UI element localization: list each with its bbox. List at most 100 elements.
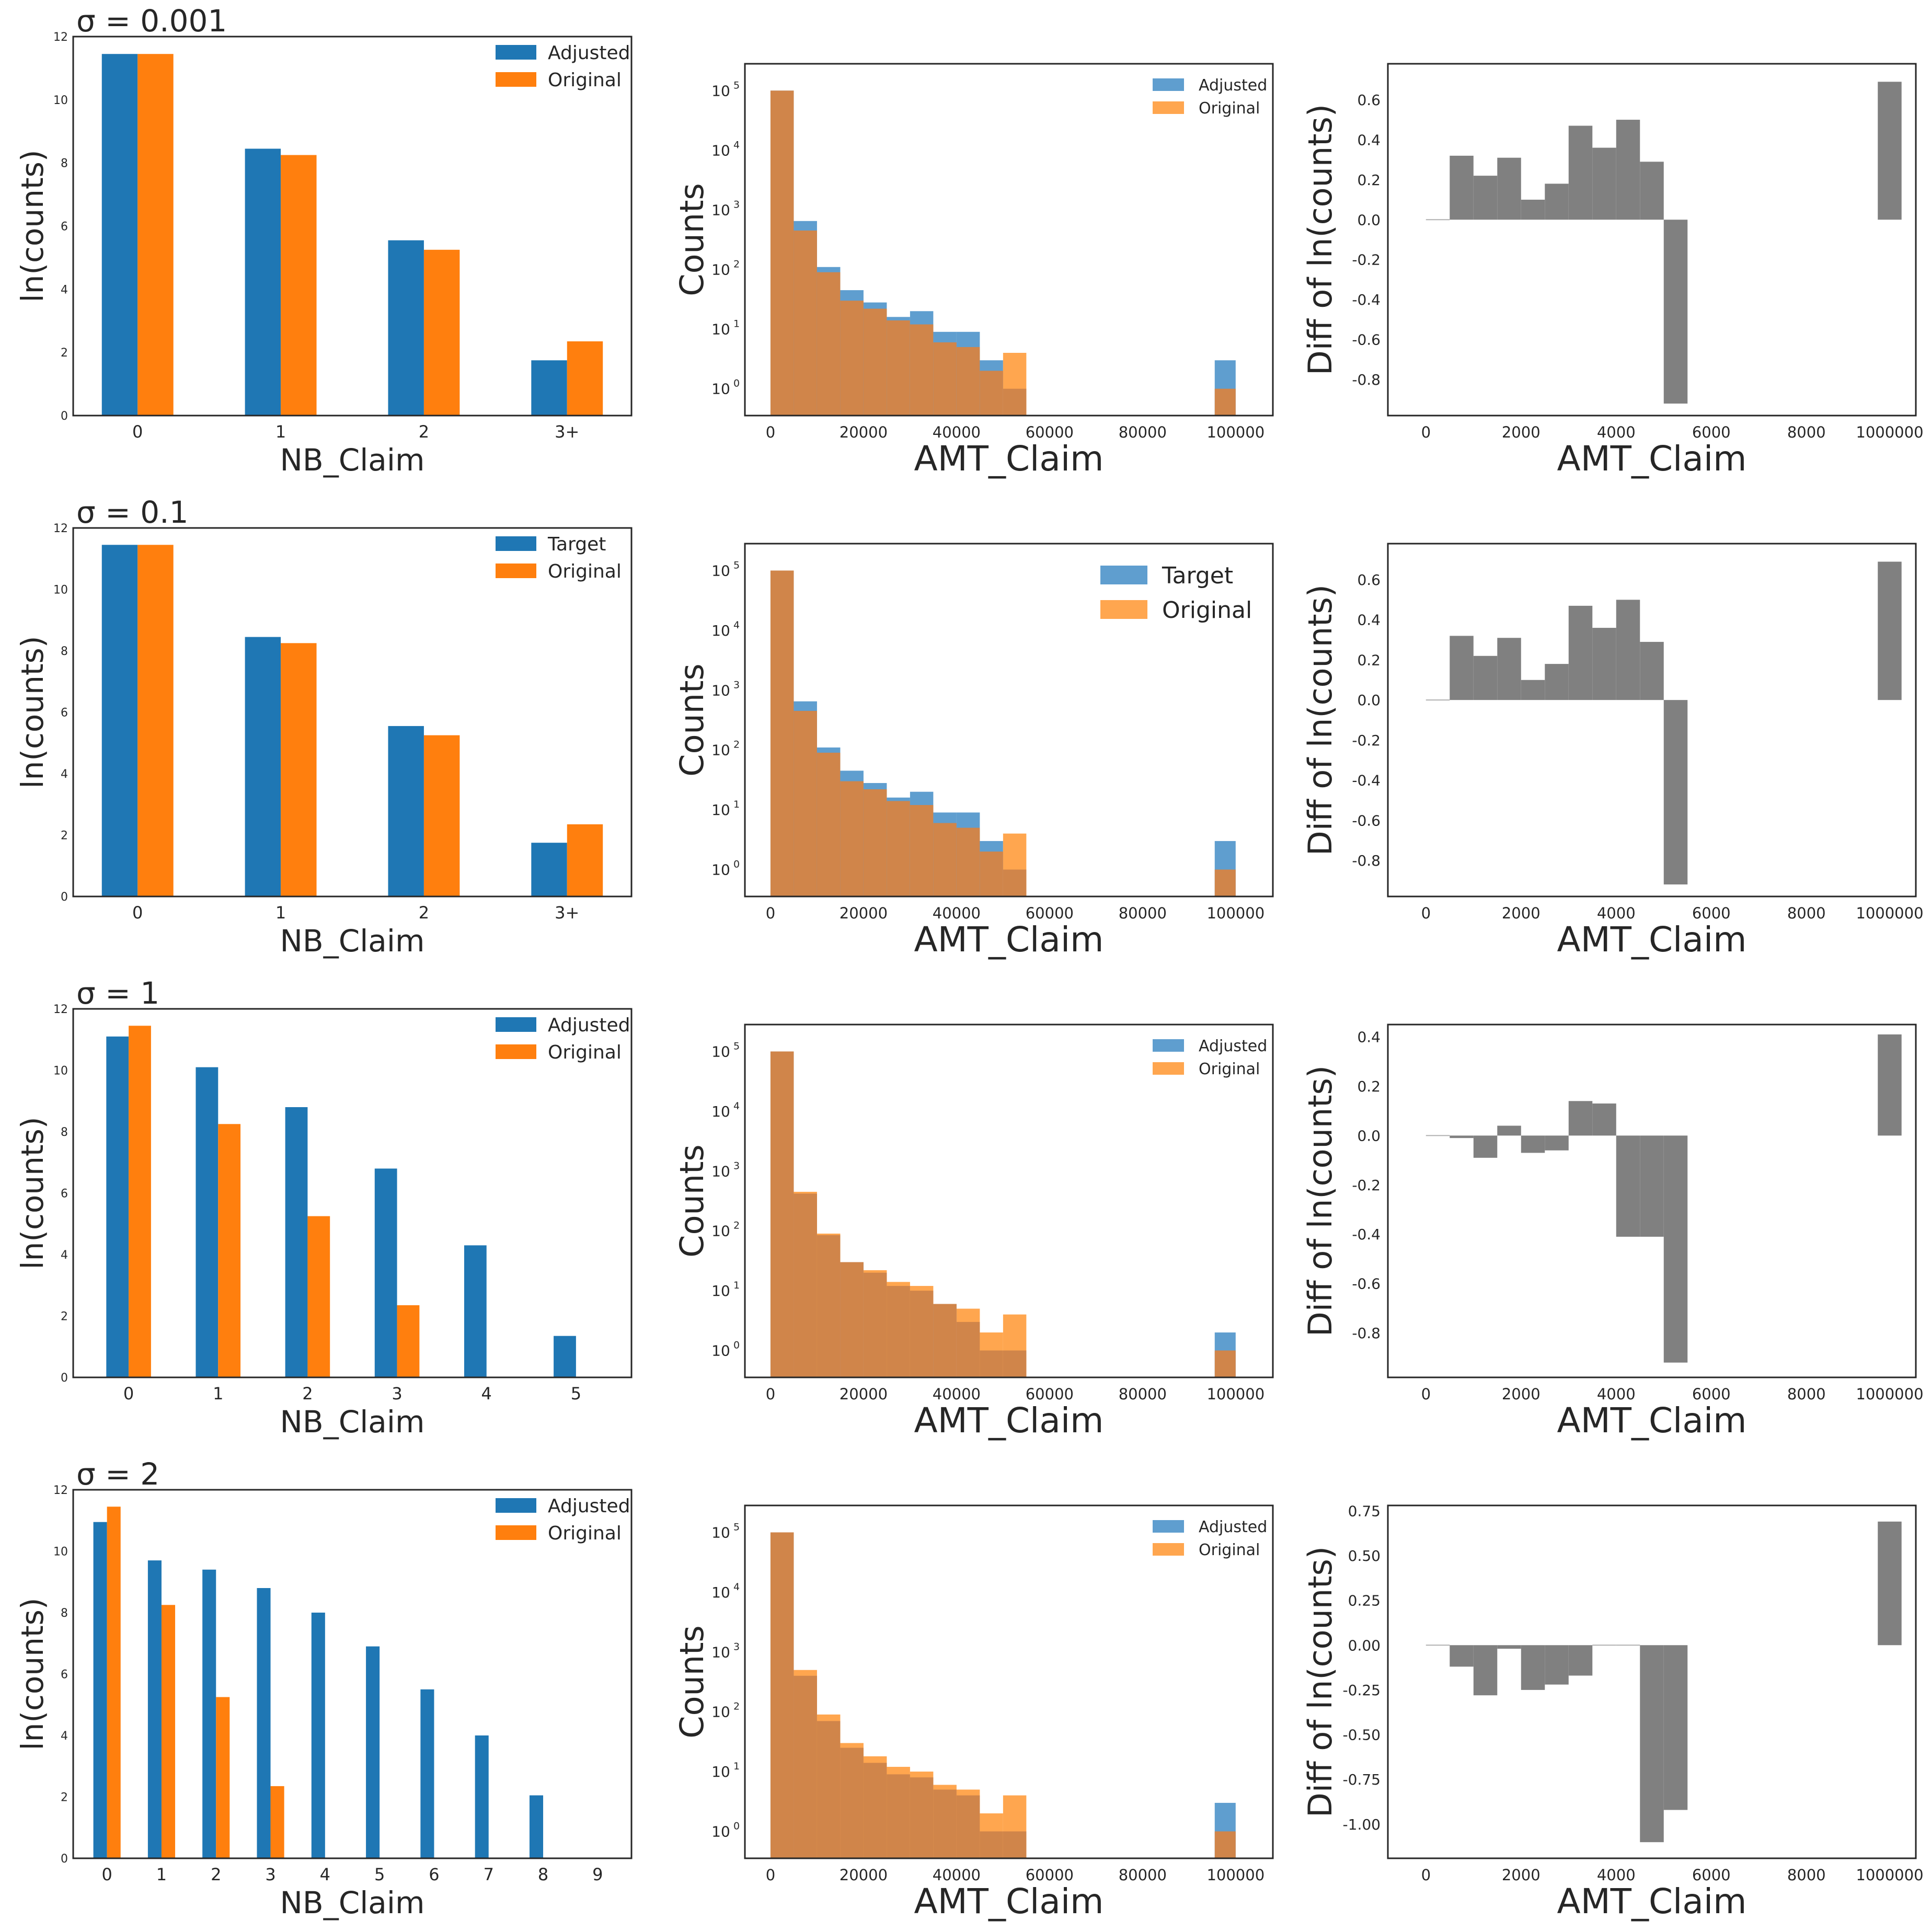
y-tick-label: -0.2: [1352, 1177, 1381, 1194]
y-tick-label: 8: [61, 1607, 68, 1620]
y-tick-exponent: 3: [733, 199, 740, 210]
axes-frame: [72, 1008, 633, 1378]
x-tick-label: 1: [275, 903, 286, 923]
diff-bar-9: [1640, 1135, 1664, 1237]
legend-swatch-adjusted: [496, 1498, 536, 1513]
hist-bin-6-overlap: [910, 324, 934, 416]
y-tick-exponent: 2: [733, 259, 740, 270]
x-tick-label: 8: [538, 1865, 548, 1884]
hist-bin-3-overlap: [840, 1747, 864, 1858]
legend-label: Adjusted: [1199, 1037, 1267, 1055]
bar-adjusted-7: [475, 1735, 489, 1858]
y-tick-exponent: 5: [733, 559, 740, 571]
x-tick-label: 8000: [1787, 423, 1826, 441]
sigma-title: σ = 1: [76, 975, 159, 1011]
x-tick-label: 1000000: [1856, 1385, 1923, 1403]
x-tick-label: 20000: [840, 1385, 888, 1403]
bar-original-0: [137, 54, 174, 416]
y-axis-label: ln(counts): [15, 1117, 50, 1270]
axes-frame: [72, 1489, 633, 1859]
x-tick-label: 20000: [840, 1866, 888, 1884]
hist-bin-10-overlap: [1003, 1831, 1027, 1858]
y-tick-label: 10: [711, 261, 730, 279]
diff-bar-7: [1592, 628, 1616, 700]
bar-adjusted-2: [388, 240, 424, 416]
bar-original-1: [161, 1605, 176, 1858]
diff-bar-3: [1497, 1125, 1521, 1136]
y-tick-label: -0.2: [1352, 732, 1381, 749]
y-tick-exponent: 3: [733, 1641, 740, 1652]
y-tick-label: 12: [53, 1003, 68, 1016]
hist-bin-2-overlap: [817, 752, 841, 896]
bar-original-2: [423, 249, 460, 416]
x-tick-label: 6000: [1692, 1385, 1731, 1403]
diff-bar-6: [1568, 605, 1593, 700]
x-axis-label: AMT_Claim: [1557, 439, 1747, 479]
y-tick-label: 10: [711, 1823, 730, 1841]
diff-bar-2: [1473, 176, 1498, 220]
bar-adjusted-5: [554, 1336, 576, 1377]
bar-adjusted-1: [196, 1067, 219, 1377]
x-tick-label: 4: [481, 1384, 492, 1404]
x-tick-label: 7: [484, 1865, 494, 1884]
x-tick-label: 1: [213, 1384, 223, 1404]
diff-bar-5: [1545, 1645, 1569, 1685]
hist-bin-1-overlap: [794, 710, 817, 896]
hist-bin-3-overlap: [840, 781, 864, 896]
diff-bar-1: [1450, 1645, 1474, 1667]
bar-adjusted-1: [147, 1560, 162, 1858]
hist-bin-8-overlap: [956, 827, 980, 896]
diff-bar-7: [1592, 147, 1616, 220]
x-tick-label: 2000: [1502, 423, 1541, 441]
y-tick-label: 10: [53, 584, 68, 597]
legend-label: Original: [548, 561, 622, 582]
y-axis-label: ln(counts): [15, 150, 50, 303]
y-tick-label: 10: [711, 1584, 730, 1601]
diff-bar-5: [1545, 183, 1569, 220]
y-tick-label: -0.6: [1352, 812, 1381, 829]
legend-swatch-original: [496, 1525, 536, 1540]
x-tick-label: 9: [592, 1865, 603, 1884]
axes-frame: [72, 36, 633, 417]
diff-bar-2: [1473, 1135, 1498, 1158]
hist-bin-10-overlap: [1003, 1350, 1027, 1377]
y-tick-label: 0: [61, 1853, 68, 1866]
y-axis-label: Counts: [673, 1144, 711, 1257]
diff-bar-1: [1450, 1135, 1474, 1138]
legend-swatch-original: [1153, 1062, 1184, 1075]
y-tick-label: -0.6: [1352, 1275, 1381, 1293]
x-axis-label: NB_Claim: [280, 1885, 425, 1920]
x-tick-label: 5: [571, 1384, 581, 1404]
bar-original-3+: [567, 341, 603, 416]
bar-original-1: [281, 155, 317, 416]
y-tick-label: 8: [61, 645, 68, 658]
y-axis-label: ln(counts): [15, 1598, 50, 1751]
bar-adjusted-0: [101, 54, 138, 416]
x-tick-label: 8000: [1787, 1385, 1826, 1403]
axes-frame: [744, 63, 1274, 417]
y-tick-label: 10: [711, 1163, 730, 1180]
y-tick-label: 10: [711, 201, 730, 218]
diff-bar-10: [1663, 700, 1688, 884]
hist-bin-6-overlap: [910, 1777, 934, 1858]
axes-frame: [1387, 543, 1917, 898]
y-tick-label: -1.00: [1343, 1816, 1381, 1833]
x-tick-label: 100000: [1206, 904, 1265, 922]
x-tick-label: 2: [302, 1384, 313, 1404]
y-tick-label: 0: [61, 410, 68, 423]
x-tick-label: 6000: [1692, 1866, 1731, 1884]
hist-bin-12-overlap: [1214, 1831, 1236, 1858]
y-tick-label: 0: [61, 891, 68, 904]
legend-label: Adjusted: [548, 42, 630, 64]
y-tick-exponent: 0: [733, 1821, 740, 1832]
diff-bar-3: [1497, 638, 1521, 700]
y-tick-label: 0.4: [1357, 612, 1381, 629]
hist-bin-0-overlap: [770, 1532, 794, 1858]
bar-original-3: [270, 1786, 284, 1858]
hist-bin-9-overlap: [980, 1831, 1003, 1858]
y-tick-label: 12: [53, 522, 68, 535]
